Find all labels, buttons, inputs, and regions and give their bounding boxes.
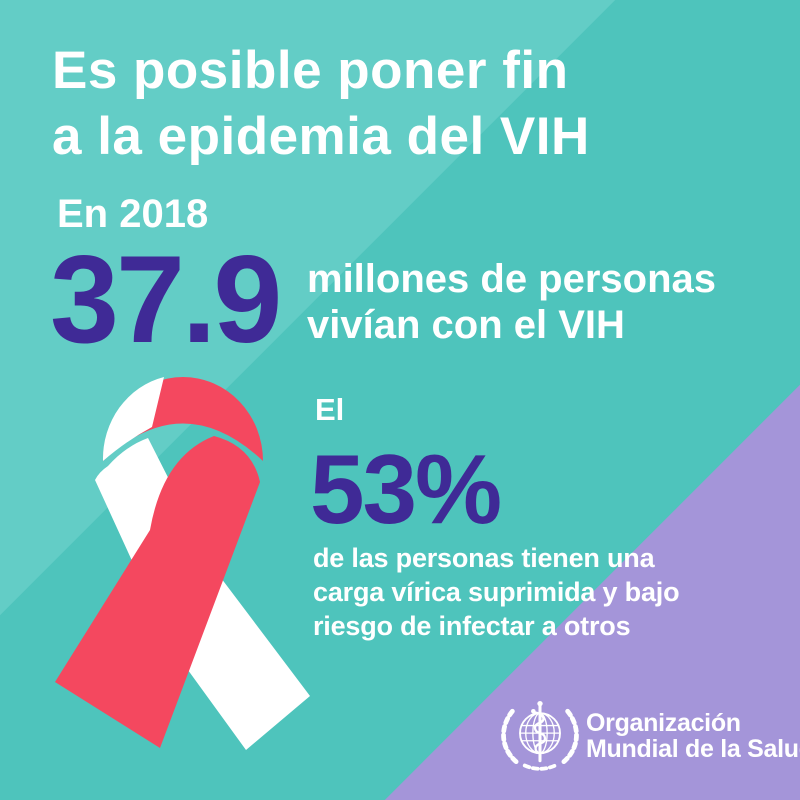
who-emblem-icon bbox=[501, 700, 579, 771]
stat-53-prefix: El bbox=[315, 392, 345, 427]
laurel-left bbox=[501, 708, 519, 765]
who-logo: Organización Mundial de la Salud bbox=[500, 696, 800, 776]
stat-53-description: de las personas tienen una carga vírica … bbox=[313, 541, 680, 643]
staff-pommel bbox=[537, 700, 543, 707]
stat-37-9-description: millones de personas vivían con el VIH bbox=[307, 256, 716, 348]
stat-53-desc-line-1: de las personas tienen una bbox=[313, 543, 655, 573]
title-line-2: a la epidemia del VIH bbox=[52, 107, 590, 166]
stat-53-desc-line-3: riesgo de infectar a otros bbox=[313, 611, 631, 641]
year-label: En 2018 bbox=[57, 192, 209, 236]
ribbon-loop-white-half bbox=[102, 377, 164, 461]
serpent bbox=[533, 711, 547, 755]
stat-37-9-desc-line-2: vivían con el VIH bbox=[307, 303, 625, 347]
who-wordmark: Organización Mundial de la Salud bbox=[586, 710, 800, 762]
awareness-ribbon-icon bbox=[55, 377, 310, 750]
stat-37-9-desc-line-1: millones de personas bbox=[307, 257, 717, 301]
stat-value-37-9: 37.9 bbox=[50, 231, 282, 369]
ribbon-red-band bbox=[55, 436, 260, 748]
title-line-1: Es posible poner fin bbox=[52, 41, 569, 100]
stat-53-desc-line-2: carga vírica suprimida y bajo bbox=[313, 577, 680, 607]
page-title: Es posible poner fin a la epidemia del V… bbox=[52, 38, 590, 170]
laurel-base bbox=[522, 763, 558, 771]
stat-value-53-percent: 53% bbox=[310, 434, 502, 544]
laurel-right bbox=[561, 708, 579, 765]
serpent-head bbox=[531, 708, 536, 714]
who-wordmark-line-2: Mundial de la Salud bbox=[586, 735, 800, 763]
who-wordmark-line-1: Organización bbox=[586, 709, 741, 737]
